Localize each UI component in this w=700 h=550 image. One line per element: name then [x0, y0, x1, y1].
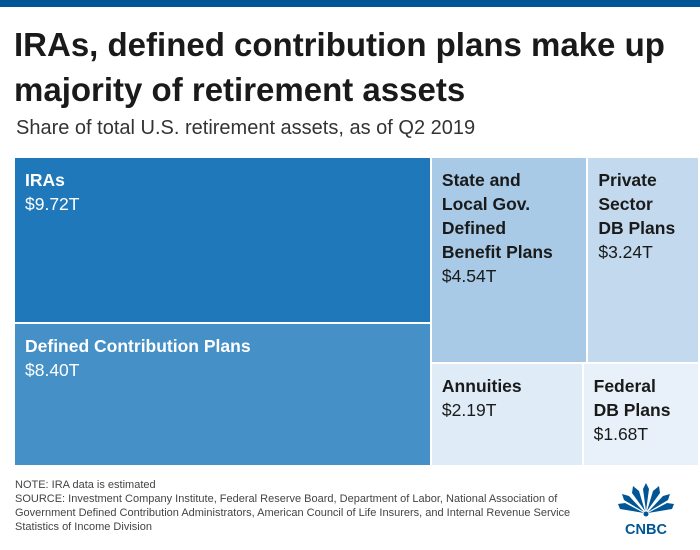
cnbc-logo: CNBC: [618, 483, 674, 538]
tile-value: $1.68T: [593, 424, 649, 445]
tile-label: IRAs: [25, 170, 65, 190]
top-accent-bar: [0, 0, 700, 7]
treemap-tile: Private Sector DB Plans $3.24T: [588, 158, 700, 365]
tile-label: Private Sector DB Plans: [598, 170, 676, 238]
treemap-tile: IRAs $9.72T: [15, 158, 432, 324]
chart-subtitle: Share of total U.S. retirement assets, a…: [16, 117, 476, 139]
tile-label: Defined Contribution Plans: [25, 335, 251, 356]
tile-label: State and Local Gov. Defined Benefit Pla…: [441, 170, 553, 262]
tile-value: $8.40T: [25, 359, 80, 380]
cnbc-wordmark: CNBC: [625, 522, 667, 538]
tile-value: $9.72T: [25, 194, 80, 214]
tile-label: Federal DB Plans: [593, 376, 671, 421]
chart-title: IRAs, defined contribution plans make up…: [14, 26, 665, 108]
source-note: SOURCE: Investment Company Institute, Fe…: [15, 493, 571, 533]
treemap-tile: Defined Contribution Plans $8.40T: [15, 323, 432, 467]
tile-value: $3.24T: [598, 242, 653, 262]
tile-value: $4.54T: [441, 266, 497, 286]
treemap-chart: IRAs $9.72T Defined Contribution Plans $8.4…: [15, 158, 700, 467]
tile-label: Annuities: [441, 376, 522, 397]
footnote: NOTE: IRA data is estimated: [15, 479, 156, 491]
tile-value: $2.19T: [441, 400, 497, 421]
treemap-tile: Federal DB Plans $1.68T: [583, 364, 700, 467]
treemap-tile: Annuities $2.19T: [431, 364, 584, 467]
treemap-tile: State and Local Gov. Defined Benefit Pla…: [431, 158, 589, 365]
peacock-icon: [618, 483, 674, 517]
